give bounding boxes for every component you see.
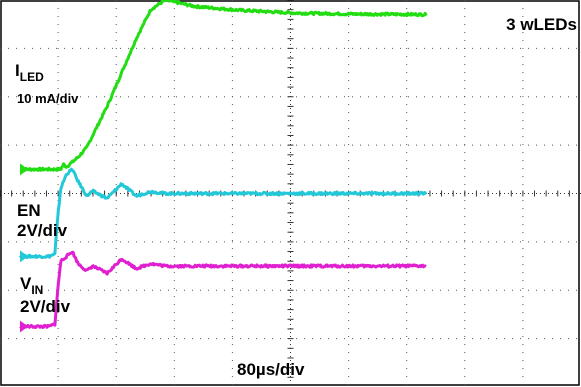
trace-vin [19,250,427,330]
vin-label: VIN [20,274,43,297]
iled-scale: 10 mA/div [17,91,79,106]
trace-en [18,167,428,260]
trace-vin-marker-icon [20,320,28,333]
iled-label: ILED [15,61,44,84]
trace-iled [19,0,428,172]
en-label: EN [17,201,41,220]
trace-iled-marker-icon [20,163,28,176]
traces [18,0,428,333]
trace-en-marker-icon [20,250,28,263]
vin-label-main: V [20,274,32,293]
vin-scale: 2V/div [20,297,71,316]
iled-label-sub: LED [20,70,44,84]
annotation-top-right: 3 wLEDs [506,15,577,34]
vin-label-sub: IN [31,283,43,297]
timebase-label: 80µs/div [237,360,305,379]
iled-label-main: I [15,61,20,80]
en-scale: 2V/div [17,221,68,240]
